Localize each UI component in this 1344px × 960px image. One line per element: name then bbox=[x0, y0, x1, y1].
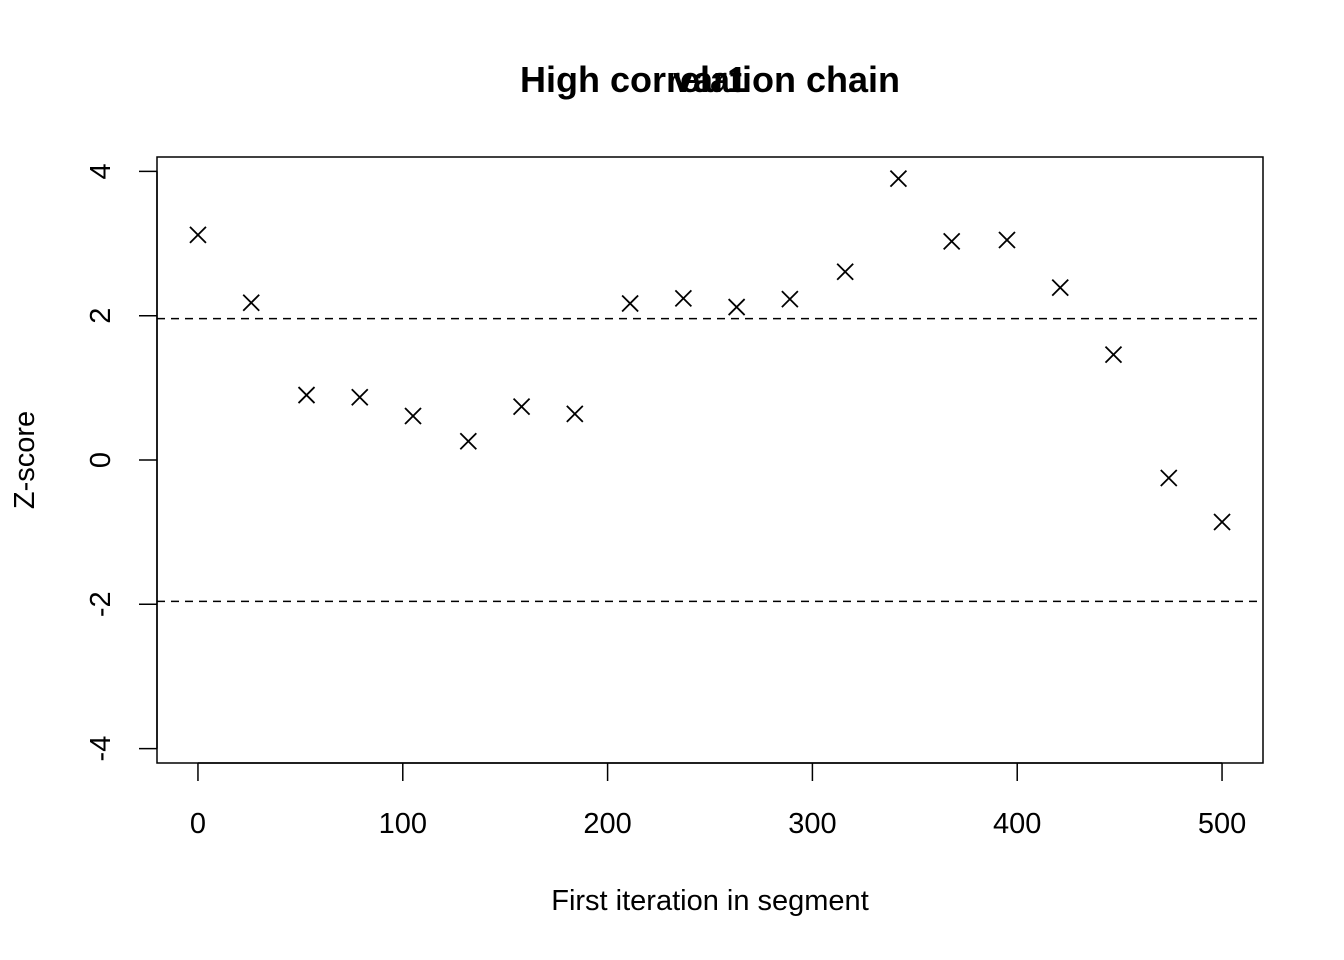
data-point bbox=[727, 298, 746, 316]
data-point bbox=[1051, 278, 1069, 297]
data-point bbox=[351, 388, 369, 406]
chart-title: High correlation chain bbox=[520, 59, 900, 100]
x-tick-label: 300 bbox=[788, 808, 836, 840]
data-point bbox=[512, 397, 531, 416]
data-point bbox=[781, 290, 799, 308]
y-tick-label: 2 bbox=[85, 308, 117, 324]
data-point bbox=[1213, 513, 1231, 531]
data-point bbox=[1104, 346, 1123, 364]
data-point bbox=[621, 294, 639, 313]
x-tick-label: 0 bbox=[190, 808, 206, 840]
y-axis-label: Z-score bbox=[9, 411, 41, 509]
x-tick-label: 100 bbox=[379, 808, 427, 840]
y-tick-label: 0 bbox=[85, 452, 117, 468]
data-point bbox=[836, 263, 854, 281]
chart-title-overlay: var1 bbox=[673, 59, 747, 100]
x-axis: 0 100 200 300 400 500 bbox=[190, 762, 1246, 840]
y-tick-label: -4 bbox=[85, 736, 117, 762]
reference-lines bbox=[157, 317, 1263, 603]
data-point bbox=[998, 231, 1016, 249]
data-point bbox=[297, 386, 316, 404]
x-tick-label: 200 bbox=[583, 808, 631, 840]
data-point bbox=[674, 289, 693, 308]
data-point bbox=[943, 232, 961, 251]
x-tick-label: 400 bbox=[993, 808, 1041, 840]
y-tick-label: 4 bbox=[85, 163, 117, 179]
data-point bbox=[404, 407, 422, 425]
x-axis-label: First iteration in segment bbox=[551, 885, 869, 917]
data-point bbox=[459, 432, 477, 450]
data-point bbox=[1160, 469, 1178, 487]
data-points bbox=[189, 170, 1231, 531]
data-point bbox=[566, 405, 584, 423]
y-tick-label: -2 bbox=[85, 591, 117, 617]
plot-frame bbox=[156, 156, 1264, 764]
data-point bbox=[889, 170, 908, 188]
data-point bbox=[189, 226, 207, 244]
x-tick-label: 500 bbox=[1198, 808, 1246, 840]
y-axis: -4 -2 0 2 4 bbox=[85, 163, 158, 762]
data-point bbox=[242, 294, 260, 312]
